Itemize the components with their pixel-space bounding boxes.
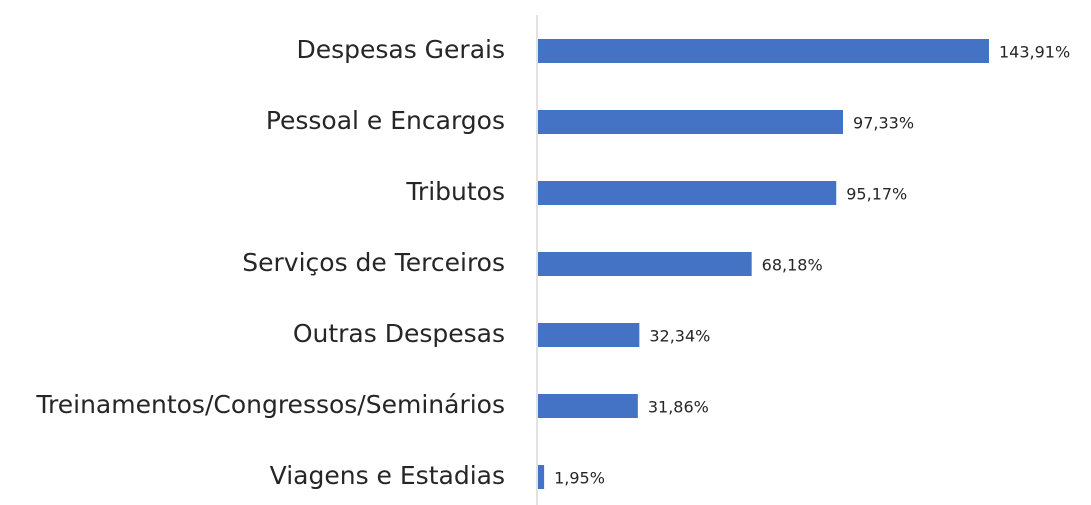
category-label: Serviços de Terceiros (242, 248, 505, 277)
value-label: 1,95% (554, 469, 605, 488)
value-label: 68,18% (762, 256, 823, 275)
value-label: 95,17% (846, 185, 907, 204)
bar (538, 110, 844, 134)
bar (538, 39, 989, 63)
bar (538, 394, 638, 418)
category-label: Viagens e Estadias (270, 461, 505, 490)
category-label: Pessoal e Encargos (266, 106, 505, 135)
bar (538, 252, 752, 276)
value-label: 143,91% (999, 43, 1070, 62)
bar (538, 323, 640, 347)
category-label: Tributos (405, 177, 505, 206)
value-label: 97,33% (853, 114, 914, 133)
category-label: Outras Despesas (293, 319, 505, 348)
value-label: 32,34% (649, 327, 710, 346)
value-label: 31,86% (648, 398, 709, 417)
bar (538, 181, 837, 205)
category-label: Treinamentos/Congressos/Seminários (35, 390, 505, 419)
bar (538, 465, 545, 489)
category-label: Despesas Gerais (296, 35, 505, 64)
